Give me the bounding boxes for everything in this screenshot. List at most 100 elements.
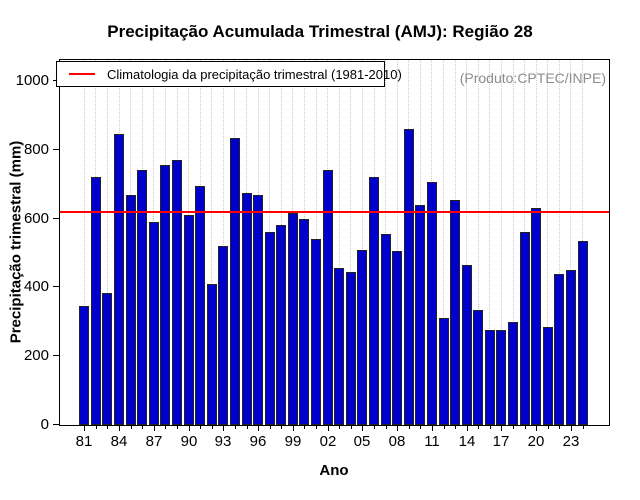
bar-2009	[403, 129, 414, 425]
bar-1998	[276, 225, 287, 425]
plot-area	[59, 59, 610, 426]
bar-1994	[229, 138, 240, 425]
x-tick	[571, 426, 572, 431]
x-tick	[258, 426, 259, 431]
y-tick	[53, 286, 59, 287]
produto-annotation: (Produto:CPTEC/INPE)	[459, 70, 606, 86]
gridline	[500, 60, 502, 425]
bar-1982	[90, 177, 101, 425]
bar-2022	[554, 274, 565, 425]
bar-2001	[311, 239, 322, 425]
y-tick-label: 0	[40, 416, 49, 433]
x-tick	[386, 426, 387, 429]
gridline	[466, 60, 468, 425]
x-tick-label: 14	[458, 433, 476, 450]
climatology-line	[60, 211, 609, 213]
bar-2021	[542, 327, 553, 425]
bar-1996	[253, 195, 264, 425]
bar-2005	[357, 250, 368, 425]
x-tick-label: 99	[284, 433, 302, 450]
bar-1989	[172, 160, 182, 425]
x-tick	[444, 426, 445, 429]
y-axis-title: Precipitação trimestral (mm)	[7, 140, 25, 344]
bar-2024	[577, 241, 588, 425]
y-tick	[53, 355, 59, 356]
x-tick	[247, 426, 248, 429]
bar-2004	[345, 272, 356, 425]
y-tick-label: 200	[23, 347, 49, 364]
legend-label: Climatologia da precipitação trimestral …	[107, 66, 402, 82]
bar-2007	[380, 234, 391, 425]
bar-1987	[148, 222, 159, 425]
x-tick	[165, 426, 166, 429]
bar-2000	[299, 219, 310, 425]
bar-1983	[102, 293, 113, 425]
x-tick	[328, 426, 329, 431]
x-tick	[293, 426, 294, 431]
y-tick	[53, 424, 59, 425]
x-tick	[119, 426, 120, 431]
x-tick	[131, 426, 132, 429]
x-tick	[513, 426, 514, 429]
bar-2014	[461, 265, 472, 425]
bar-1984	[114, 134, 125, 425]
bar-2011	[426, 182, 437, 425]
y-tick-label: 600	[23, 210, 49, 227]
bar-1995	[241, 193, 252, 425]
x-tick	[397, 426, 398, 431]
bar-2008	[392, 251, 403, 425]
legend-box: Climatologia da precipitação trimestral …	[56, 61, 402, 87]
bar-1993	[218, 246, 229, 425]
x-tick	[420, 426, 421, 429]
x-tick	[270, 426, 271, 429]
x-tick-label: 17	[492, 433, 510, 450]
x-tick-label: 84	[110, 433, 128, 450]
gridline	[477, 60, 479, 425]
gridline	[211, 60, 213, 425]
y-tick-label: 400	[23, 278, 49, 295]
legend-line-icon	[69, 73, 95, 75]
gridline	[489, 60, 491, 425]
bar-1999	[287, 213, 298, 425]
x-tick	[525, 426, 526, 429]
x-tick	[501, 426, 502, 431]
x-tick	[177, 426, 178, 429]
bar-1992	[206, 284, 217, 425]
x-tick	[200, 426, 201, 429]
x-tick	[339, 426, 340, 429]
x-tick	[583, 426, 584, 429]
y-tick	[53, 149, 59, 150]
x-tick-label: 05	[353, 433, 371, 450]
x-tick	[223, 426, 224, 431]
x-tick-label: 87	[145, 433, 163, 450]
bar-1981	[79, 306, 90, 425]
gridline	[396, 60, 398, 425]
x-tick	[189, 426, 190, 431]
x-tick	[351, 426, 352, 429]
bar-2006	[369, 177, 379, 425]
x-tick	[409, 426, 410, 429]
gridline	[106, 60, 108, 425]
bar-1985	[125, 195, 136, 425]
gridline	[361, 60, 363, 425]
x-tick	[107, 426, 108, 429]
gridline	[338, 60, 340, 425]
x-tick	[548, 426, 549, 429]
bar-1990	[183, 215, 194, 425]
x-tick-label: 08	[388, 433, 406, 450]
x-tick	[154, 426, 155, 431]
x-tick	[96, 426, 97, 429]
x-tick-label: 20	[527, 433, 545, 450]
bar-2023	[565, 270, 576, 425]
x-tick	[559, 426, 560, 429]
x-tick	[432, 426, 433, 431]
x-tick	[478, 426, 479, 429]
y-tick-label: 1000	[15, 72, 49, 89]
x-tick	[84, 426, 85, 431]
x-tick-label: 02	[319, 433, 337, 450]
bar-1986	[137, 170, 148, 425]
x-tick	[316, 426, 317, 429]
x-tick-label: 23	[562, 433, 580, 450]
x-tick	[235, 426, 236, 429]
